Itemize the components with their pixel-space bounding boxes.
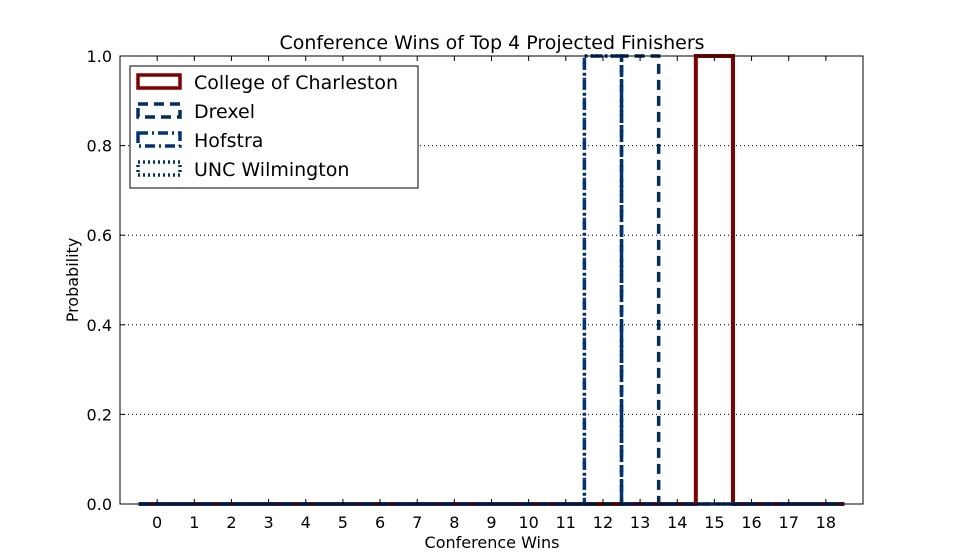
legend-swatch — [136, 73, 182, 90]
x-tick-label: 11 — [556, 513, 576, 532]
legend: College of Charleston Drexel Hofstra UNC Wi… — [129, 65, 419, 189]
tick-group: 0 1 2 3 4 5 6 7 8 9 10 11 12 13 14 15 16 17 180.00.20.40.6… — [87, 47, 863, 532]
legend-swatch — [136, 102, 182, 119]
x-tick-label: 0 — [152, 513, 162, 532]
y-tick-label: 0.0 — [87, 495, 112, 514]
x-tick-label: 12 — [593, 513, 613, 532]
chart-title: Conference Wins of Top 4 Projected Finis… — [279, 32, 704, 54]
x-tick-label: 2 — [226, 513, 236, 532]
bar — [696, 56, 733, 504]
x-tick-label: 18 — [816, 513, 836, 532]
x-tick-label: 8 — [449, 513, 459, 532]
legend-label: UNC Wilmington — [194, 159, 349, 181]
bar — [584, 56, 621, 504]
bar — [622, 56, 659, 504]
x-tick-label: 17 — [779, 513, 799, 532]
x-tick-label: 15 — [704, 513, 724, 532]
y-tick-label: 0.2 — [87, 405, 112, 424]
x-tick-label: 6 — [375, 513, 385, 532]
x-tick-label: 16 — [741, 513, 761, 532]
x-tick-label: 14 — [667, 513, 687, 532]
x-tick-label: 1 — [189, 513, 199, 532]
x-tick-label: 5 — [338, 513, 348, 532]
x-tick-label: 7 — [412, 513, 422, 532]
x-axis-title: Conference Wins — [425, 533, 560, 552]
x-tick-label: 4 — [301, 513, 311, 532]
y-tick-label: 1.0 — [87, 47, 112, 66]
y-tick-label: 0.8 — [87, 137, 112, 156]
x-tick-label: 13 — [630, 513, 650, 532]
x-tick-label: 9 — [486, 513, 496, 532]
x-tick-label: 3 — [264, 513, 274, 532]
legend-label: Drexel — [194, 101, 255, 123]
legend-swatch — [136, 131, 182, 148]
x-tick-label: 10 — [518, 513, 538, 532]
legend-swatch — [136, 160, 182, 177]
y-tick-label: 0.6 — [87, 226, 112, 245]
y-tick-label: 0.4 — [87, 316, 112, 335]
legend-label: Hofstra — [194, 130, 263, 152]
legend-label: College of Charleston — [194, 72, 398, 94]
y-axis-title: Probability — [63, 238, 82, 323]
bar — [584, 56, 621, 504]
